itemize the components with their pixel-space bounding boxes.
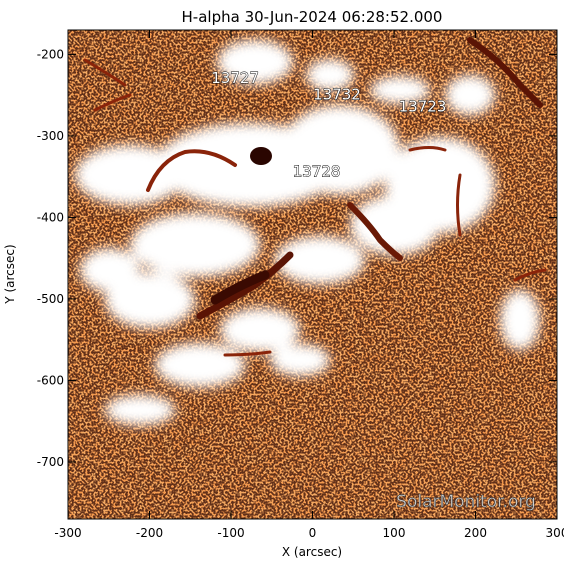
sunspot — [250, 147, 272, 165]
region-label: 13728 — [293, 163, 341, 181]
x-tick-label: -100 — [217, 526, 244, 540]
x-tick-label: 300 — [546, 526, 564, 540]
x-axis-label: X (arcsec) — [282, 545, 342, 559]
x-tick-label: -300 — [54, 526, 81, 540]
filaments — [83, 37, 547, 357]
x-tick-label: -200 — [136, 526, 163, 540]
y-axis-label: Y (arcsec) — [3, 244, 17, 304]
x-tick-label: 200 — [464, 526, 487, 540]
y-tick-label: -300 — [37, 129, 64, 143]
y-tick-label: -500 — [37, 292, 64, 306]
y-tick-label: -200 — [37, 47, 64, 61]
solar-image — [68, 30, 557, 519]
region-label: 13732 — [313, 85, 361, 103]
y-axis: -200 -300 -400 -500 -600 -700 — [37, 47, 557, 469]
region-label: 13727 — [211, 69, 259, 87]
x-tick-label: 100 — [383, 526, 406, 540]
plage-regions — [75, 40, 540, 425]
plot-title: H-alpha 30-Jun-2024 06:28:52.000 — [182, 8, 443, 26]
region-labels: 13727 13732 13723 13728 — [211, 69, 447, 182]
y-tick-label: -600 — [37, 373, 64, 387]
y-tick-label: -700 — [37, 455, 64, 469]
y-tick-label: -400 — [37, 210, 64, 224]
region-label: 13723 — [399, 98, 447, 116]
x-axis: -300 -200 -100 0 100 200 300 — [54, 30, 564, 540]
x-tick-label: 0 — [309, 526, 317, 540]
watermark: SolarMonitor.org — [396, 492, 536, 512]
